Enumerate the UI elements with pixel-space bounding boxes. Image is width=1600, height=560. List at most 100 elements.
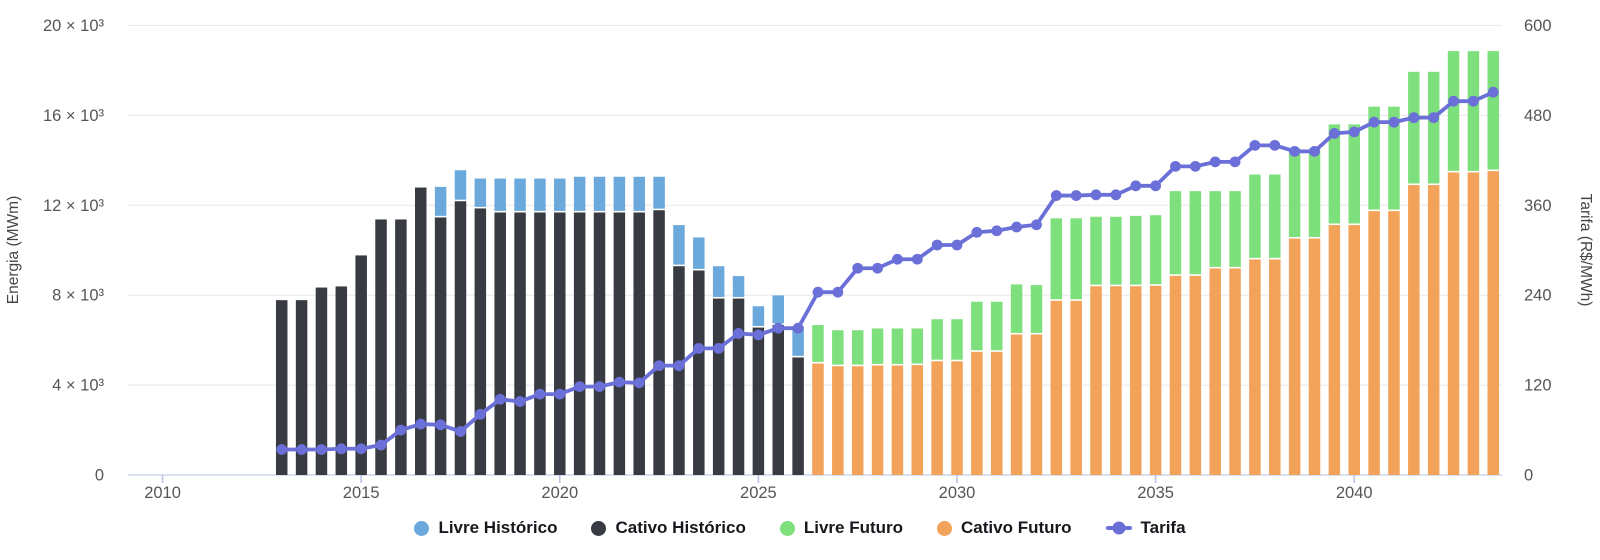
- bar-segment[interactable]: [990, 301, 1003, 351]
- bar-segment[interactable]: [752, 306, 765, 326]
- bar-segment[interactable]: [673, 225, 685, 265]
- tarifa-point[interactable]: [1309, 145, 1320, 157]
- bar-segment[interactable]: [554, 178, 566, 211]
- tarifa-point[interactable]: [1467, 95, 1479, 107]
- bar-segment[interactable]: [1388, 211, 1400, 475]
- legend-item-cativo-futuro[interactable]: Cativo Futuro: [937, 518, 1072, 538]
- bar-segment[interactable]: [613, 212, 626, 475]
- tarifa-point[interactable]: [1209, 156, 1221, 168]
- tarifa-point[interactable]: [1249, 139, 1261, 151]
- bar-segment[interactable]: [871, 365, 884, 475]
- bar-segment[interactable]: [911, 365, 924, 475]
- tarifa-point[interactable]: [892, 253, 903, 265]
- tarifa-point[interactable]: [355, 443, 367, 455]
- tarifa-point[interactable]: [733, 328, 744, 339]
- bar-segment[interactable]: [1130, 215, 1142, 285]
- bar-segment[interactable]: [295, 300, 308, 475]
- bar-segment[interactable]: [1130, 286, 1142, 475]
- bar-segment[interactable]: [712, 298, 725, 475]
- bar-segment[interactable]: [931, 361, 943, 475]
- bar-segment[interactable]: [971, 351, 983, 475]
- tarifa-point[interactable]: [574, 381, 586, 392]
- bar-segment[interactable]: [1010, 284, 1023, 333]
- legend-item-livre-futuro[interactable]: Livre Futuro: [779, 518, 903, 538]
- bar-segment[interactable]: [1010, 334, 1023, 475]
- bar-segment[interactable]: [1110, 216, 1122, 285]
- bar-segment[interactable]: [1427, 71, 1440, 184]
- bar-segment[interactable]: [1189, 275, 1202, 475]
- tarifa-point[interactable]: [395, 424, 407, 436]
- bar-segment[interactable]: [971, 301, 983, 351]
- bar-segment[interactable]: [494, 212, 506, 475]
- bar-segment[interactable]: [990, 351, 1003, 475]
- tarifa-point[interactable]: [1269, 139, 1281, 151]
- bar-segment[interactable]: [772, 295, 785, 324]
- tarifa-point[interactable]: [991, 225, 1003, 237]
- bar-segment[interactable]: [851, 330, 864, 365]
- bar-segment[interactable]: [1348, 225, 1360, 475]
- bar-segment[interactable]: [792, 357, 804, 475]
- bar-segment[interactable]: [1050, 300, 1063, 475]
- legend-item-livre-historico[interactable]: Livre Histórico: [414, 518, 557, 538]
- tarifa-point[interactable]: [335, 443, 347, 455]
- tarifa-point[interactable]: [772, 322, 784, 334]
- bar-segment[interactable]: [1288, 148, 1301, 237]
- tarifa-point[interactable]: [812, 286, 824, 298]
- bar-segment[interactable]: [1328, 124, 1341, 224]
- bar-segment[interactable]: [415, 187, 427, 476]
- bar-segment[interactable]: [474, 178, 487, 207]
- tarifa-point[interactable]: [455, 426, 466, 437]
- bar-segment[interactable]: [752, 327, 765, 475]
- bar-segment[interactable]: [1368, 106, 1380, 210]
- tarifa-point[interactable]: [1090, 189, 1102, 201]
- bar-segment[interactable]: [1328, 225, 1341, 475]
- tarifa-point[interactable]: [474, 408, 486, 420]
- bar-segment[interactable]: [1269, 174, 1281, 258]
- bar-segment[interactable]: [1229, 191, 1241, 267]
- tarifa-point[interactable]: [1368, 116, 1380, 128]
- bar-segment[interactable]: [454, 170, 467, 200]
- bar-segment[interactable]: [1110, 286, 1122, 475]
- tarifa-point[interactable]: [296, 444, 307, 455]
- bar-segment[interactable]: [1249, 259, 1261, 475]
- bar-segment[interactable]: [911, 328, 924, 364]
- bar-segment[interactable]: [315, 287, 328, 475]
- tarifa-point[interactable]: [713, 342, 725, 354]
- bar-segment[interactable]: [712, 266, 725, 297]
- bar-segment[interactable]: [1030, 285, 1043, 333]
- bar-segment[interactable]: [891, 365, 904, 475]
- tarifa-point[interactable]: [1170, 160, 1181, 172]
- bar-segment[interactable]: [1368, 211, 1380, 475]
- tarifa-point[interactable]: [1070, 190, 1082, 201]
- bar-segment[interactable]: [1308, 148, 1321, 237]
- bar-segment[interactable]: [434, 217, 447, 475]
- bar-segment[interactable]: [1348, 124, 1360, 224]
- bar-segment[interactable]: [792, 326, 804, 356]
- tarifa-point[interactable]: [971, 226, 983, 238]
- tarifa-point[interactable]: [1328, 127, 1340, 139]
- tarifa-point[interactable]: [594, 381, 605, 392]
- bar-segment[interactable]: [1090, 286, 1102, 475]
- bar-segment[interactable]: [1487, 51, 1500, 170]
- tarifa-point[interactable]: [613, 376, 625, 388]
- bar-segment[interactable]: [1209, 191, 1221, 267]
- bar-segment[interactable]: [1050, 218, 1063, 300]
- tarifa-point[interactable]: [534, 388, 546, 400]
- tarifa-point[interactable]: [1348, 126, 1360, 138]
- legend-item-cativo-historico[interactable]: Cativo Histórico: [591, 518, 746, 538]
- bar-segment[interactable]: [534, 178, 546, 211]
- bar-segment[interactable]: [871, 328, 884, 364]
- bar-segment[interactable]: [931, 319, 943, 360]
- bar-segment[interactable]: [275, 300, 288, 475]
- tarifa-point[interactable]: [951, 239, 963, 251]
- legend-item-tarifa[interactable]: Tarifa: [1105, 518, 1186, 538]
- bar-segment[interactable]: [454, 201, 467, 475]
- tarifa-point[interactable]: [1448, 95, 1459, 107]
- tarifa-point[interactable]: [832, 286, 844, 298]
- bar-segment[interactable]: [891, 328, 904, 364]
- bar-segment[interactable]: [474, 208, 487, 475]
- bar-segment[interactable]: [812, 363, 824, 475]
- bar-segment[interactable]: [1209, 268, 1221, 475]
- tarifa-point[interactable]: [1150, 180, 1162, 192]
- bar-segment[interactable]: [693, 270, 705, 475]
